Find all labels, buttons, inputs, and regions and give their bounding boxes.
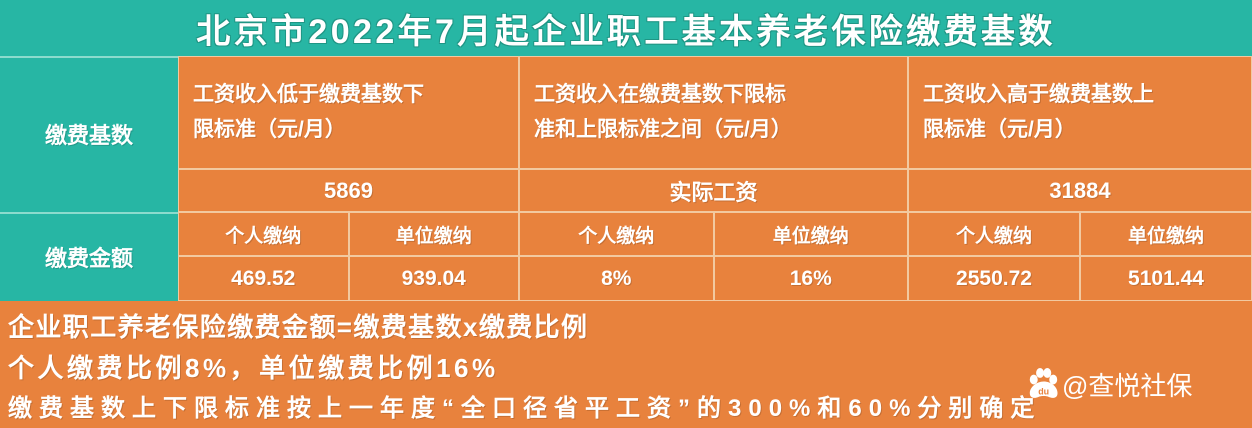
svg-text:du: du: [1038, 387, 1049, 397]
